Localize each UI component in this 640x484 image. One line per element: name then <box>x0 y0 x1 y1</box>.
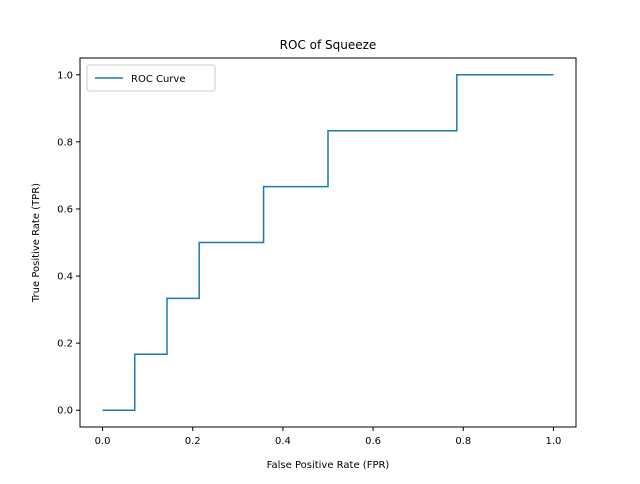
y-tick-label: 0.4 <box>57 272 73 283</box>
y-axis-ticks: 0.0 0.2 0.4 0.6 0.8 1.0 <box>57 70 80 417</box>
series-line-0 <box>102 74 554 411</box>
x-tick-label: 0.2 <box>185 436 201 447</box>
x-tick-label: 0.8 <box>455 436 471 447</box>
chart-title: ROC of Squeeze <box>280 38 377 52</box>
y-axis-label: True Positive Rate (TPR) <box>31 183 42 303</box>
x-tick-label: 0.4 <box>275 436 291 447</box>
x-axis-ticks: 0.0 0.2 0.4 0.6 0.8 1.0 <box>95 427 562 447</box>
legend: ROC Curve <box>86 64 216 92</box>
y-tick-label: 0.6 <box>57 204 73 215</box>
legend-box <box>86 64 216 92</box>
x-tick-label: 0.6 <box>365 436 381 447</box>
y-tick-label: 0.2 <box>57 339 73 350</box>
y-tick-label: 0.8 <box>57 137 73 148</box>
legend-label: ROC Curve <box>131 74 185 85</box>
y-tick-label: 1.0 <box>57 70 73 81</box>
x-tick-label: 1.0 <box>546 436 562 447</box>
x-axis-label: False Positive Rate (FPR) <box>267 460 390 471</box>
y-tick-label: 0.0 <box>57 406 73 417</box>
axes-frame <box>79 57 577 428</box>
plot-series-layer <box>102 74 554 411</box>
x-tick-label: 0.0 <box>95 436 111 447</box>
